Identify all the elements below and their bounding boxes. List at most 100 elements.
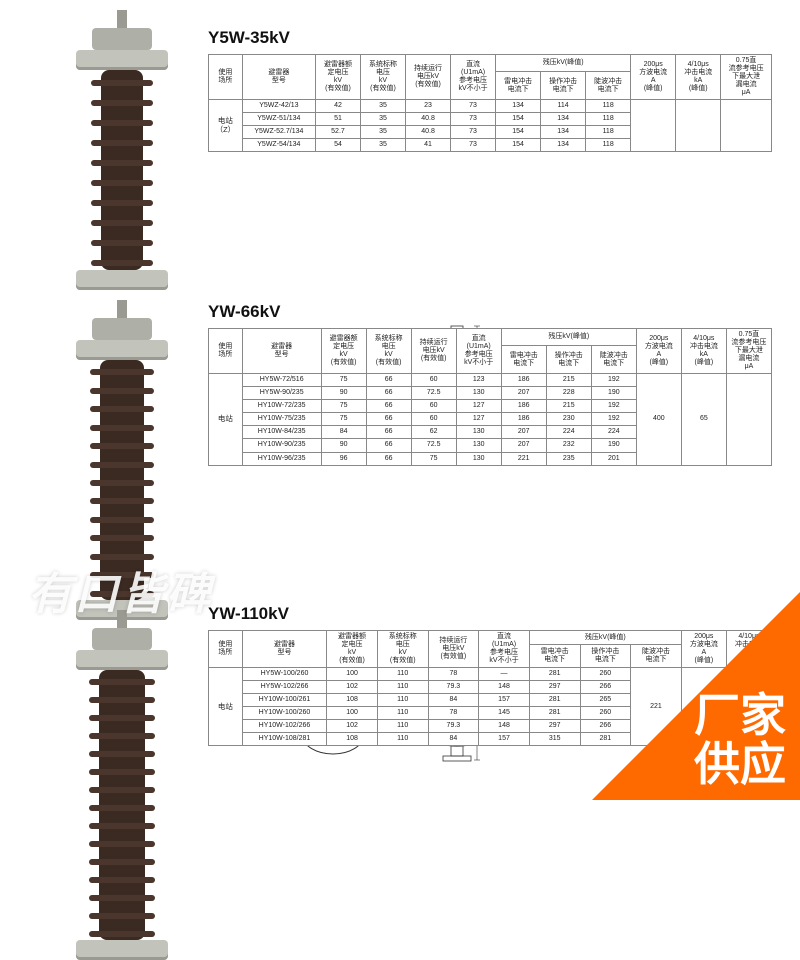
table-cell: 75	[321, 374, 366, 387]
table-cell: HY10W-108/281	[242, 733, 326, 746]
table-cell: 157	[479, 733, 530, 746]
col-header: 使用场所	[209, 631, 243, 668]
table-cell: 54	[315, 139, 360, 152]
table-cell: 102	[327, 681, 378, 694]
table-cell: 35	[360, 100, 405, 113]
col-header: 直流(U1mA)参考电压kV不小于	[479, 631, 530, 668]
table-cell: 230	[546, 413, 591, 426]
table-cell: HY10W-100/261	[242, 694, 326, 707]
table-cell: 35	[360, 126, 405, 139]
col-header: 0.75直流参考电压下最大泄漏电流μA	[721, 55, 772, 100]
table-cell: 72.5	[411, 439, 456, 452]
table-cell	[721, 100, 772, 152]
table-cell: 75	[321, 400, 366, 413]
table-cell: 192	[591, 400, 636, 413]
table-cell: 145	[479, 707, 530, 720]
table-cell: 215	[546, 374, 591, 387]
table-cell: 72.5	[411, 387, 456, 400]
table-cell: HY10W-102/266	[242, 720, 326, 733]
table-cell: 130	[456, 452, 501, 465]
table-cell: 66	[366, 374, 411, 387]
table-cell	[631, 100, 676, 152]
table-cell: 134	[541, 113, 586, 126]
table-cell: 78	[428, 707, 479, 720]
table-cell: 110	[377, 681, 428, 694]
table-cell: 108	[327, 733, 378, 746]
col-header: 避雷器型号	[242, 631, 326, 668]
arrester-photo	[62, 610, 182, 960]
col-header: 200μs方波电流A(峰值)	[636, 329, 681, 374]
table-cell: 100	[327, 668, 378, 681]
table-cell: 118	[586, 126, 631, 139]
table-cell: 110	[377, 694, 428, 707]
col-subheader: 雷电冲击电流下	[529, 645, 580, 668]
table-cell: 157	[479, 694, 530, 707]
table-cell: 224	[591, 426, 636, 439]
table-cell: 66	[366, 413, 411, 426]
table-cell: 130	[456, 426, 501, 439]
table-cell: 134	[541, 139, 586, 152]
table-cell: HY10W-84/235	[242, 426, 321, 439]
table-cell: HY10W-96/235	[242, 452, 321, 465]
table-cell: 130	[456, 439, 501, 452]
table-cell: 118	[586, 113, 631, 126]
table-cell: 215	[546, 400, 591, 413]
table-cell: 40.8	[406, 113, 451, 126]
table-cell: 40.8	[406, 126, 451, 139]
spec-table: 使用场所避雷器型号避雷器额定电压kV(有效值)系统标称电压kV(有效值)持续运行…	[208, 54, 772, 152]
table-cell: 130	[456, 387, 501, 400]
table-cell: 42	[315, 100, 360, 113]
table-cell: 154	[496, 113, 541, 126]
col-header: 残压kV(峰值)	[501, 329, 636, 346]
table-cell: 154	[496, 139, 541, 152]
table-cell: 23	[406, 100, 451, 113]
table-cell: 73	[451, 100, 496, 113]
col-header: 系统标称电压kV(有效值)	[366, 329, 411, 374]
table-cell: 35	[360, 139, 405, 152]
table-cell: 186	[501, 413, 546, 426]
table-cell: 41	[406, 139, 451, 152]
spec-table: 使用场所避雷器型号避雷器额定电压kV(有效值)系统标称电压kV(有效值)持续运行…	[208, 328, 772, 466]
table-cell: 207	[501, 439, 546, 452]
table-cell: 60	[411, 413, 456, 426]
product-photo-column	[52, 0, 192, 800]
table-cell: 110	[377, 733, 428, 746]
col-header: 持续运行电压kV(有效值)	[406, 55, 451, 100]
table-cell: 221	[501, 452, 546, 465]
table-cell: 148	[479, 681, 530, 694]
table-cell: 207	[501, 387, 546, 400]
table-cell: HY10W-72/235	[242, 400, 321, 413]
col-header: 直流(U1mA)参考电压kV不小于	[456, 329, 501, 374]
table-cell: 102	[327, 720, 378, 733]
table-cell: 127	[456, 413, 501, 426]
table-cell: 134	[496, 100, 541, 113]
col-header: 4/10μs冲击电流kA(峰值)	[676, 55, 721, 100]
table-cell: 315	[529, 733, 580, 746]
table-cell: 73	[451, 126, 496, 139]
row-group-label: 电站	[209, 374, 243, 465]
col-subheader: 雷电冲击电流下	[501, 346, 546, 374]
col-header: 使用场所	[209, 329, 243, 374]
table-cell: 118	[586, 100, 631, 113]
col-header: 持续运行电压kV(有效值)	[428, 631, 479, 668]
arrester-photo	[62, 300, 182, 620]
col-subheader: 陡波冲击电流下	[586, 72, 631, 100]
table-cell: 78	[428, 668, 479, 681]
col-header: 系统标称电压kV(有效值)	[360, 55, 405, 100]
col-header: 持续运行电压kV(有效值)	[411, 329, 456, 374]
table-cell: HY5W-90/235	[242, 387, 321, 400]
col-subheader: 陡波冲击电流下	[591, 346, 636, 374]
table-cell: 400	[636, 374, 681, 465]
col-header: 使用场所	[209, 55, 243, 100]
table-cell: 228	[546, 387, 591, 400]
section-title: YW-66kV	[208, 302, 772, 322]
table-cell: 235	[546, 452, 591, 465]
table-cell: 110	[377, 668, 428, 681]
badge-line2: 供应	[694, 740, 786, 788]
table-cell: 108	[327, 694, 378, 707]
col-header: 200μs方波电流A(峰值)	[631, 55, 676, 100]
table-cell: 75	[411, 452, 456, 465]
table-cell: 66	[366, 400, 411, 413]
table-cell: 66	[366, 387, 411, 400]
table-cell: Y5WZ-54/134	[242, 139, 315, 152]
